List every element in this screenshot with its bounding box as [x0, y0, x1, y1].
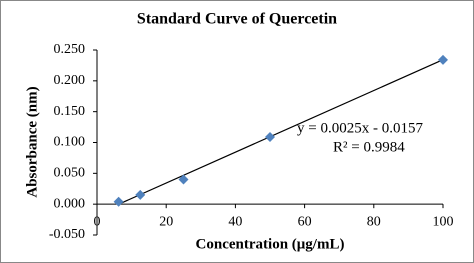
x-tick-label: 40 [228, 214, 242, 229]
y-tick-label: 0.200 [54, 73, 86, 88]
trendline [118, 59, 444, 205]
data-point [135, 189, 146, 200]
y-tick-label: 0.100 [54, 135, 86, 150]
y-tick-label: 0.150 [54, 104, 86, 119]
y-tick-label: -0.050 [49, 227, 85, 242]
y-tick-label: 0.000 [54, 196, 86, 211]
y-axis-title: Absorbance (nm) [24, 86, 40, 197]
data-point [113, 196, 124, 207]
trendline-equation: y = 0.0025x - 0.0157 [297, 120, 423, 136]
y-tick-label: 0.250 [54, 42, 86, 57]
x-tick-label: 100 [433, 214, 454, 229]
y-tick-label: 0.050 [54, 166, 86, 181]
x-tick-label: 0 [94, 214, 101, 229]
data-point [438, 54, 448, 65]
chart-title: Standard Curve of Quercetin [137, 11, 337, 28]
x-axis-title: Concentration (μg/mL) [196, 236, 345, 252]
x-tick-label: 20 [159, 214, 173, 229]
trendline-r-squared: R² = 0.9984 [333, 139, 405, 155]
data-point [178, 174, 189, 185]
data-point [265, 131, 275, 142]
x-tick-label: 80 [367, 214, 381, 229]
x-tick-label: 60 [298, 214, 312, 229]
